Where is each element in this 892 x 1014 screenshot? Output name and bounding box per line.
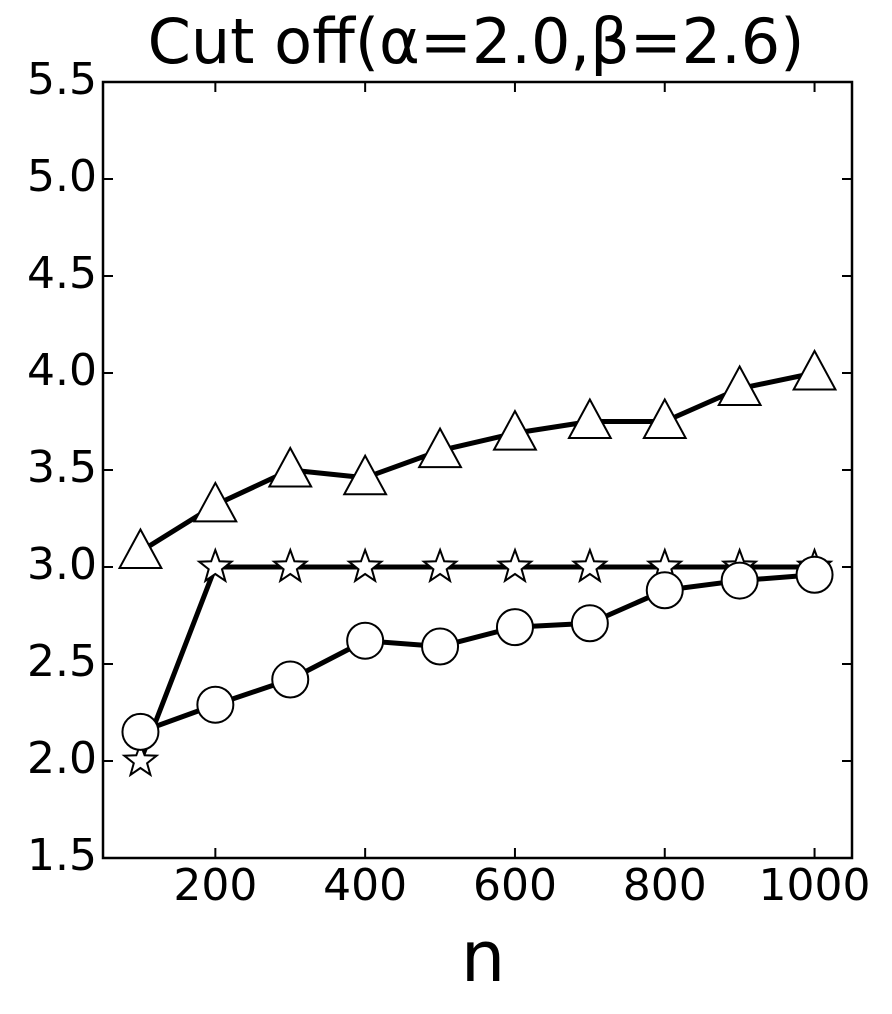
y-tick-label: 2.5: [27, 636, 97, 687]
marker: [117, 527, 164, 569]
marker: [417, 426, 463, 469]
marker: [346, 547, 385, 584]
marker: [267, 445, 313, 488]
y-tick-label: 5.0: [27, 151, 97, 202]
marker: [791, 348, 838, 391]
marker: [570, 604, 609, 643]
x-tick-label: 200: [173, 860, 257, 911]
chart-title: Cut off(α=2.0,β=2.6): [148, 5, 805, 78]
marker: [421, 547, 459, 584]
marker: [121, 712, 160, 751]
marker: [492, 409, 538, 451]
marker: [271, 547, 310, 584]
x-tick-label: 1000: [759, 860, 871, 911]
marker: [567, 397, 613, 439]
marker: [271, 660, 310, 699]
marker: [496, 547, 534, 584]
x-axis-label: n: [461, 916, 505, 998]
series-line: [139, 572, 815, 735]
marker: [570, 547, 609, 584]
marker: [717, 364, 763, 407]
y-tick-label: 5.5: [27, 54, 97, 105]
marker: [346, 621, 385, 660]
y-tick-label: 1.5: [27, 830, 97, 881]
marker: [342, 453, 388, 496]
marker: [495, 608, 534, 647]
marker: [421, 627, 460, 666]
series-line: [138, 564, 815, 762]
x-tick-label: 400: [323, 860, 407, 911]
y-tick-label: 4.5: [27, 248, 97, 299]
y-tick-label: 3.5: [27, 442, 97, 493]
y-tick-label: 2.0: [27, 733, 97, 784]
marker: [645, 571, 684, 610]
marker: [795, 555, 834, 594]
plot-frame: [101, 80, 854, 860]
marker: [196, 547, 235, 584]
x-tick-label: 600: [473, 860, 557, 911]
marker: [121, 741, 160, 778]
y-tick-label: 4.0: [27, 345, 97, 396]
marker: [196, 685, 235, 724]
marker: [720, 561, 759, 600]
y-tick-label: 3.0: [27, 539, 97, 590]
series-line: [139, 370, 816, 554]
x-tick-label: 800: [623, 860, 707, 911]
marker: [642, 397, 688, 439]
marker: [192, 480, 238, 523]
